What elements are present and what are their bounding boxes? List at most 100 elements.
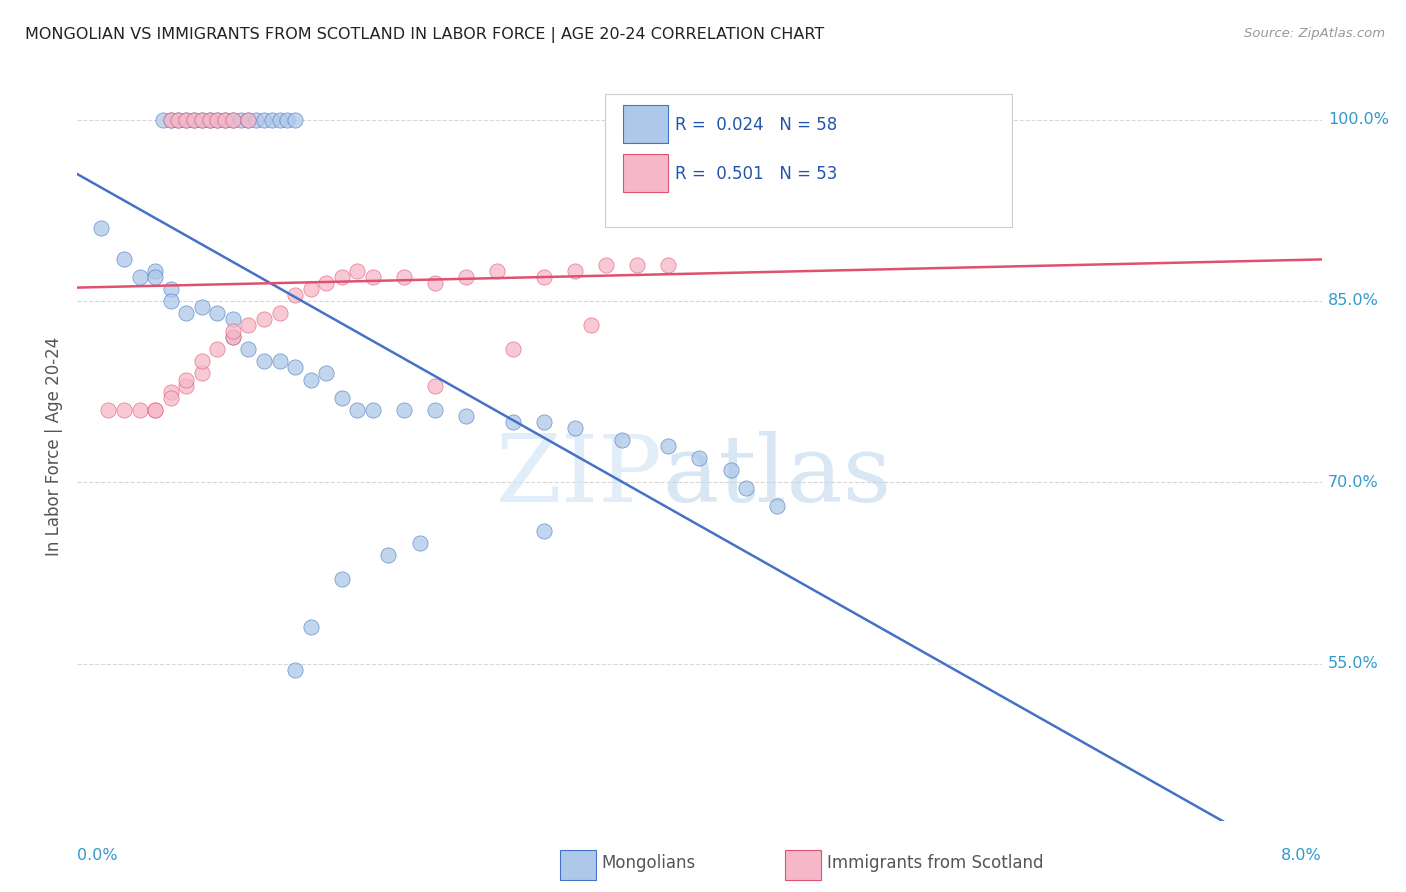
Point (238, 112, 260, 127)
Point (269, 354, 291, 368)
Point (159, 282, 181, 296)
Point (143, 402, 166, 417)
Text: Mongolians: Mongolians (602, 854, 696, 871)
Point (284, 360, 307, 375)
Point (207, 112, 229, 127)
Point (198, 112, 221, 127)
Point (238, 343, 260, 357)
Text: ZIP: ZIP (495, 431, 662, 521)
Point (657, 439, 679, 453)
Point (330, 269, 353, 284)
Point (128, 402, 150, 417)
Point (423, 276, 446, 290)
Point (128, 269, 150, 284)
Text: atlas: atlas (662, 431, 891, 521)
Point (198, 112, 221, 127)
Point (245, 112, 267, 127)
Point (97, 402, 120, 417)
Point (284, 288, 307, 302)
Point (253, 354, 276, 368)
Point (626, 258, 648, 272)
Point (610, 433, 633, 447)
Point (564, 264, 586, 278)
Point (143, 264, 166, 278)
Text: Immigrants from Scotland: Immigrants from Scotland (827, 854, 1043, 871)
Point (735, 481, 758, 495)
Point (191, 354, 214, 368)
Point (423, 378, 446, 392)
Point (183, 112, 205, 127)
Point (90, 221, 112, 235)
Point (207, 343, 229, 357)
Point (456, 269, 478, 284)
Text: R =  0.024   N = 58: R = 0.024 N = 58 (675, 116, 837, 134)
Text: 100.0%: 100.0% (1327, 112, 1389, 128)
Point (143, 402, 166, 417)
Point (112, 252, 135, 266)
Text: 0.0%: 0.0% (77, 848, 118, 863)
Text: 85.0%: 85.0% (1327, 293, 1379, 309)
Point (159, 112, 181, 127)
Point (222, 112, 245, 127)
Text: 8.0%: 8.0% (1281, 848, 1322, 863)
Point (174, 372, 197, 386)
Point (174, 112, 197, 127)
Point (152, 112, 174, 127)
Point (222, 324, 245, 338)
Point (276, 112, 298, 127)
Point (159, 391, 181, 405)
Point (253, 112, 276, 127)
Point (502, 415, 524, 429)
Point (486, 264, 509, 278)
Point (299, 282, 322, 296)
Point (595, 258, 617, 272)
Point (167, 112, 190, 127)
Point (222, 330, 245, 344)
Text: Source: ZipAtlas.com: Source: ZipAtlas.com (1244, 27, 1385, 40)
Point (392, 269, 415, 284)
Point (238, 112, 260, 127)
Text: 70.0%: 70.0% (1327, 475, 1379, 490)
Point (533, 415, 555, 429)
Point (143, 269, 166, 284)
Point (533, 269, 555, 284)
Point (191, 300, 214, 314)
Point (269, 112, 291, 127)
Point (361, 402, 384, 417)
Y-axis label: In Labor Force | Age 20-24: In Labor Force | Age 20-24 (45, 336, 63, 556)
Point (299, 620, 322, 634)
Point (766, 500, 789, 514)
Point (502, 343, 524, 357)
Point (174, 306, 197, 320)
Text: R =  0.501   N = 53: R = 0.501 N = 53 (675, 165, 837, 183)
Point (222, 330, 245, 344)
Point (408, 535, 430, 549)
Point (315, 367, 337, 381)
Point (284, 112, 307, 127)
Point (214, 112, 236, 127)
Point (423, 402, 446, 417)
Point (207, 306, 229, 320)
Point (564, 421, 586, 435)
Point (191, 112, 214, 127)
Point (260, 112, 283, 127)
Point (174, 112, 197, 127)
Point (361, 269, 384, 284)
Point (238, 318, 260, 333)
Point (191, 112, 214, 127)
Point (346, 264, 368, 278)
Point (579, 318, 602, 333)
Point (456, 409, 478, 423)
Point (167, 112, 190, 127)
Point (159, 384, 181, 399)
Point (269, 306, 291, 320)
Point (183, 112, 205, 127)
Point (392, 402, 415, 417)
Point (253, 312, 276, 326)
Point (720, 463, 742, 477)
Point (315, 276, 337, 290)
Point (191, 367, 214, 381)
Point (330, 572, 353, 586)
Point (159, 112, 181, 127)
Point (299, 372, 322, 386)
